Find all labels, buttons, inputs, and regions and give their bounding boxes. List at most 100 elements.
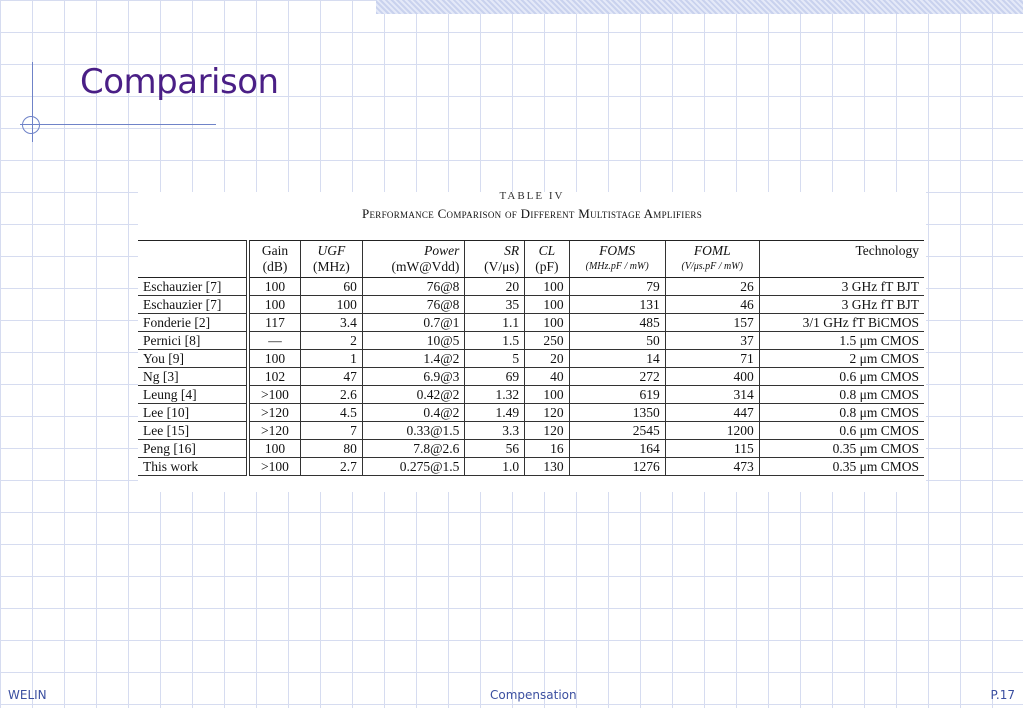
cell-sr: 1.1 bbox=[464, 313, 525, 332]
cell-sr: 1.32 bbox=[464, 385, 525, 404]
cell-technology: 0.35 μm CMOS bbox=[758, 457, 924, 476]
cell-ugf: 2 bbox=[299, 331, 363, 350]
header-foml: FOML bbox=[664, 240, 760, 259]
cell-technology: 0.35 μm CMOS bbox=[758, 439, 924, 458]
cell-design: Pernici [8] bbox=[138, 331, 250, 350]
table-caption: Performance Comparison of Different Mult… bbox=[361, 206, 703, 221]
cell-ugf: 4.5 bbox=[299, 403, 363, 422]
cell-design: You [9] bbox=[138, 349, 250, 368]
cell-sr: 20 bbox=[464, 277, 525, 296]
table-row: Eschauzier [7] 100 60 76@8 20 100 79 26 3 GHz fT… bbox=[138, 277, 924, 296]
cell-foml: 37 bbox=[664, 331, 760, 350]
cell-gain: >100 bbox=[248, 457, 301, 476]
cell-technology: 1.5 μm CMOS bbox=[758, 331, 924, 350]
cell-foml: 46 bbox=[664, 295, 760, 314]
cell-foms: 14 bbox=[568, 349, 666, 368]
unit-gain: (dB) bbox=[248, 259, 301, 278]
header-ugf: UGF bbox=[299, 240, 363, 259]
cell-sr: 69 bbox=[464, 367, 525, 386]
cell-design: Lee [15] bbox=[138, 421, 250, 440]
cell-sr: 1.49 bbox=[464, 403, 525, 422]
cell-foms: 485 bbox=[568, 313, 666, 332]
header-sr: SR bbox=[464, 240, 525, 259]
table-row: Fonderie [2] 117 3.4 0.7@1 1.1 100 485 157 3/1 G… bbox=[138, 313, 924, 332]
cell-ugf: 100 bbox=[299, 295, 363, 314]
cell-design: Leung [4] bbox=[138, 385, 250, 404]
table-row: Eschauzier [7] 100 100 76@8 35 100 131 46 3 GHz … bbox=[138, 295, 924, 314]
table-row: Ng [3] 102 47 6.9@3 69 40 272 400 0.6 μm CMOS bbox=[138, 367, 924, 386]
cell-sr: 3.3 bbox=[464, 421, 525, 440]
cell-ugf: 2.6 bbox=[299, 385, 363, 404]
cell-ugf: 3.4 bbox=[299, 313, 363, 332]
unit-ugf: (MHz) bbox=[299, 259, 363, 278]
cell-design: Eschauzier [7] bbox=[138, 277, 250, 296]
cell-ugf: 1 bbox=[299, 349, 363, 368]
header-technology: Technology bbox=[758, 240, 924, 259]
cell-cl: 100 bbox=[524, 385, 570, 404]
cell-ugf: 2.7 bbox=[299, 457, 363, 476]
cell-sr: 1.0 bbox=[464, 457, 525, 476]
cell-foml: 400 bbox=[664, 367, 760, 386]
cell-cl: 120 bbox=[524, 421, 570, 440]
cell-sr: 1.5 bbox=[464, 331, 525, 350]
cell-foms: 79 bbox=[568, 277, 666, 296]
top-decorative-band bbox=[376, 0, 1023, 14]
table-row: Leung [4] >100 2.6 0.42@2 1.32 100 619 314 0.8 μ… bbox=[138, 385, 924, 404]
unit-technology bbox=[758, 259, 924, 278]
header-power: Power bbox=[361, 240, 465, 259]
cell-technology: 3 GHz fT BJT bbox=[758, 295, 924, 314]
table-row: This work >100 2.7 0.275@1.5 1.0 130 1276 473 0.… bbox=[138, 457, 924, 476]
cell-sr: 5 bbox=[464, 349, 525, 368]
table-row: You [9] 100 1 1.4@2 5 20 14 71 2 μm CMOS bbox=[138, 349, 924, 368]
unit-sr: (V/μs) bbox=[464, 259, 525, 278]
title-accent-circle bbox=[22, 116, 40, 134]
cell-design: Eschauzier [7] bbox=[138, 295, 250, 314]
cell-cl: 16 bbox=[524, 439, 570, 458]
cell-cl: 20 bbox=[524, 349, 570, 368]
cell-power: 76@8 bbox=[361, 277, 465, 296]
footer-page-number: P.17 bbox=[990, 688, 1015, 702]
cell-foms: 50 bbox=[568, 331, 666, 350]
unit-foms: (MHz.pF / mW) bbox=[568, 259, 666, 278]
cell-ugf: 7 bbox=[299, 421, 363, 440]
header-foms: FOMS bbox=[568, 240, 666, 259]
cell-ugf: 47 bbox=[299, 367, 363, 386]
cell-gain: — bbox=[248, 331, 301, 350]
cell-foms: 164 bbox=[568, 439, 666, 458]
table-row: Lee [10] >120 4.5 0.4@2 1.49 120 1350 447 0.8 μm… bbox=[138, 403, 924, 422]
cell-sr: 35 bbox=[464, 295, 525, 314]
cell-foms: 1276 bbox=[568, 457, 666, 476]
cell-power: 7.8@2.6 bbox=[361, 439, 465, 458]
cell-foml: 314 bbox=[664, 385, 760, 404]
cell-technology: 0.8 μm CMOS bbox=[758, 385, 924, 404]
cell-gain: >100 bbox=[248, 385, 301, 404]
title-accent-horizontal-line bbox=[20, 124, 216, 125]
cell-cl: 100 bbox=[524, 313, 570, 332]
cell-cl: 130 bbox=[524, 457, 570, 476]
cell-power: 6.9@3 bbox=[361, 367, 465, 386]
header-row-top: Gain UGF Power SR CL FOMS FOML Technolog… bbox=[138, 240, 924, 259]
cell-sr: 56 bbox=[464, 439, 525, 458]
header-gain: Gain bbox=[248, 240, 301, 259]
footer-topic: Compensation bbox=[490, 688, 577, 702]
cell-technology: 3/1 GHz fT BiCMOS bbox=[758, 313, 924, 332]
cell-foms: 2545 bbox=[568, 421, 666, 440]
cell-power: 0.7@1 bbox=[361, 313, 465, 332]
cell-power: 76@8 bbox=[361, 295, 465, 314]
cell-design: Lee [10] bbox=[138, 403, 250, 422]
cell-gain: >120 bbox=[248, 421, 301, 440]
cell-power: 0.42@2 bbox=[361, 385, 465, 404]
cell-ugf: 80 bbox=[299, 439, 363, 458]
cell-design: This work bbox=[138, 457, 250, 476]
unit-power: (mW@Vdd) bbox=[361, 259, 465, 278]
unit-design bbox=[138, 259, 250, 278]
comparison-table: Gain UGF Power SR CL FOMS FOML Technolog… bbox=[138, 240, 924, 476]
cell-foml: 26 bbox=[664, 277, 760, 296]
title-accent-vertical-line bbox=[32, 62, 33, 142]
cell-ugf: 60 bbox=[299, 277, 363, 296]
cell-technology: 3 GHz fT BJT bbox=[758, 277, 924, 296]
table-row: Lee [15] >120 7 0.33@1.5 3.3 120 2545 1200 0.6 μ… bbox=[138, 421, 924, 440]
cell-foml: 71 bbox=[664, 349, 760, 368]
cell-gain: >120 bbox=[248, 403, 301, 422]
table-row: Pernici [8] —2 10@5 1.5 250 50 37 1.5 μm CMOS bbox=[138, 331, 924, 350]
